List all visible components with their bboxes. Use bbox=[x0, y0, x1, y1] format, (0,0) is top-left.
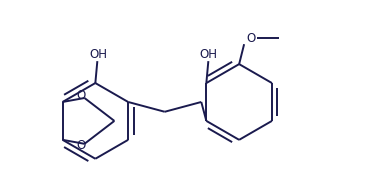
Text: OH: OH bbox=[89, 48, 107, 61]
Text: O: O bbox=[77, 139, 86, 152]
Text: O: O bbox=[247, 32, 256, 45]
Text: OH: OH bbox=[200, 48, 217, 61]
Text: O: O bbox=[77, 90, 86, 103]
